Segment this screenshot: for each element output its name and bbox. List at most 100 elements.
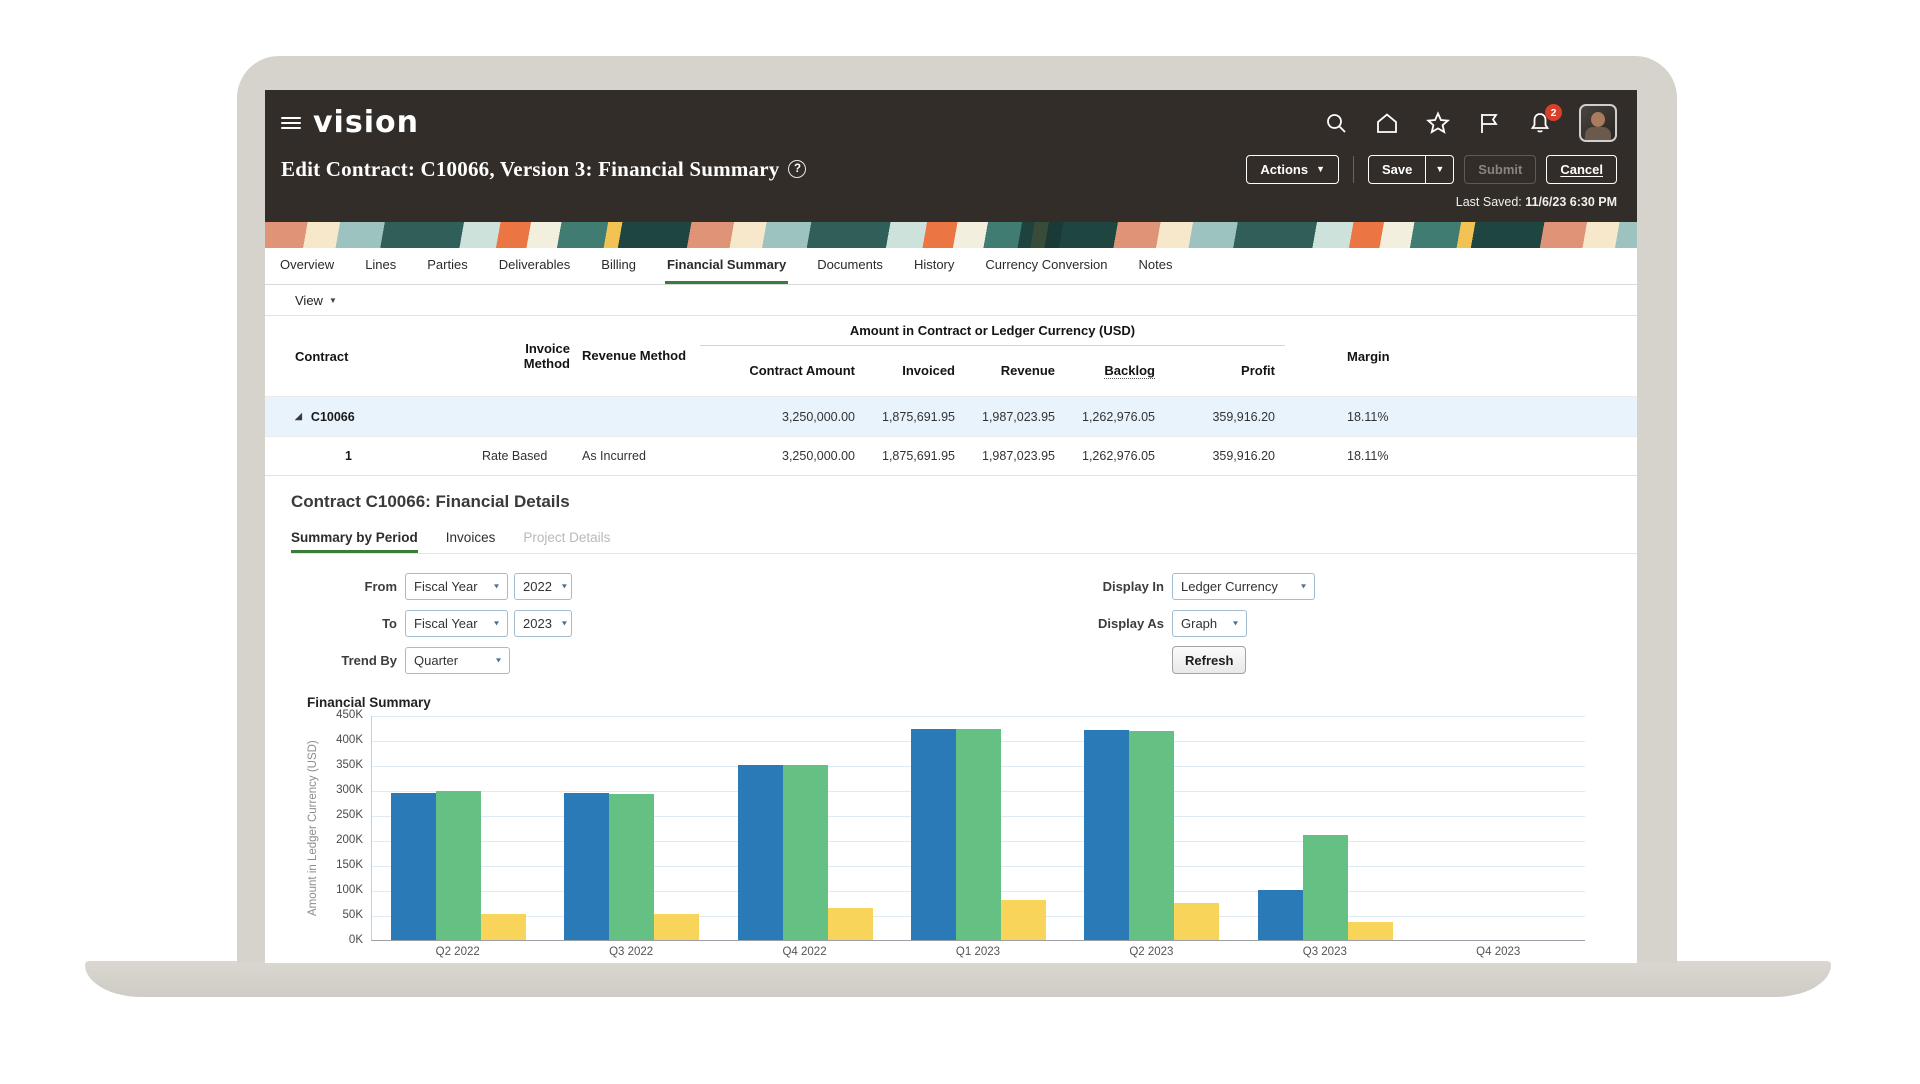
user-avatar[interactable]: [1579, 104, 1617, 142]
tab-notes[interactable]: Notes: [1138, 257, 1173, 272]
tab-overview[interactable]: Overview: [280, 257, 335, 272]
details-tab-project-details: Project Details: [523, 529, 611, 545]
save-split-button: Save ▼: [1368, 154, 1455, 184]
tab-currency-conversion[interactable]: Currency Conversion: [985, 257, 1108, 272]
favorites-star-icon[interactable]: [1426, 111, 1450, 135]
bar-group-q1-2023: [892, 716, 1065, 940]
from-label: From: [364, 578, 398, 594]
chevron-down-icon: ▾: [493, 581, 499, 591]
bar-green-q2-2022: [436, 791, 482, 940]
column-header-profit[interactable]: Profit: [1241, 362, 1275, 378]
column-header-margin[interactable]: Margin: [1347, 348, 1390, 364]
laptop-base: [85, 961, 1831, 997]
table-row[interactable]: 1 Rate Based As Incurred 3,250,000.00 1,875,…: [265, 436, 1637, 476]
table-row[interactable]: ◢ C10066 3,250,000.00 1,875,691.95 1,987,023…: [265, 396, 1637, 436]
display-in-select[interactable]: Ledger Currency ▾: [1172, 572, 1315, 600]
from-year-select[interactable]: 2022 ▾: [514, 572, 572, 600]
bar-group-q2-2022: [372, 716, 545, 940]
filter-form: From Fiscal Year ▾ 2022 ▾ To Fiscal Year ▾ …: [265, 572, 1637, 683]
chevron-down-icon: ▾: [1232, 618, 1238, 628]
cell-margin: 18.11%: [1347, 449, 1389, 463]
x-category-label: Q3 2023: [1302, 946, 1347, 958]
vision-logo: vision: [313, 105, 419, 140]
search-icon[interactable]: [1324, 111, 1348, 135]
chevron-down-icon: ▼: [328, 295, 337, 305]
cell-profit: 359,916.20: [1212, 409, 1275, 424]
bar-green-q2-2023: [1129, 731, 1175, 940]
home-icon[interactable]: [1375, 111, 1399, 135]
bar-green-q4-2022: [782, 765, 828, 940]
display-in-label: Display In: [1102, 578, 1164, 594]
to-period-select[interactable]: Fiscal Year ▾: [405, 609, 508, 637]
cell-contract-amount: 3,250,000.00: [782, 449, 855, 463]
bar-yellow-q2-2022: [481, 914, 527, 940]
chevron-down-icon: ▾: [495, 655, 501, 665]
bar-green-q3-2023: [1302, 835, 1348, 940]
x-axis-category-labels: Q2 2022 Q3 2022 Q4 2022 Q1 2023 Q2 2023 Q3 20…: [371, 946, 1585, 958]
column-header-invoiced[interactable]: Invoiced: [902, 362, 955, 378]
x-category-label: Q3 2022: [609, 946, 654, 958]
cell-backlog: 1,262,976.05: [1082, 449, 1155, 463]
page-title: Edit Contract: C10066, Version 3: Financ…: [281, 156, 780, 181]
chevron-down-icon: ▾: [493, 618, 499, 628]
bar-yellow-q2-2023: [1174, 903, 1220, 940]
tab-history[interactable]: History: [913, 257, 955, 272]
y-tick-label: 200K: [336, 834, 363, 846]
cell-revenue: 1,987,023.95: [982, 409, 1055, 424]
cell-profit: 359,916.20: [1212, 449, 1275, 463]
expand-collapse-icon[interactable]: ◢: [295, 411, 302, 421]
tab-documents[interactable]: Documents: [817, 257, 883, 272]
y-axis-tick-labels: 450K 400K 350K 300K 250K 200K 150K 100K 50K 0K: [325, 709, 371, 946]
notification-badge: 2: [1545, 104, 1562, 121]
laptop-screen-frame: vision 2: [237, 56, 1677, 963]
details-tab-invoices[interactable]: Invoices: [445, 529, 496, 545]
menu-hamburger-icon[interactable]: [281, 117, 301, 129]
actions-button[interactable]: Actions ▼: [1246, 154, 1339, 184]
flag-icon[interactable]: [1477, 111, 1501, 135]
bar-yellow-q1-2023: [1000, 900, 1046, 940]
bar-group-q4-2023: [1412, 716, 1585, 940]
tab-financial-summary[interactable]: Financial Summary: [664, 248, 789, 284]
save-dropdown-button[interactable]: ▼: [1425, 155, 1453, 183]
to-year-select[interactable]: 2023 ▾: [514, 609, 572, 637]
cell-invoiced: 1,875,691.95: [882, 409, 955, 424]
details-tab-bar: Summary by Period Invoices Project Details: [291, 524, 1637, 554]
bar-group-q3-2022: [545, 716, 718, 940]
column-header-revenue[interactable]: Revenue: [1000, 362, 1055, 378]
tab-lines[interactable]: Lines: [365, 257, 397, 272]
cell-invoice-method: Rate Based: [482, 449, 548, 463]
view-menu[interactable]: View: [295, 292, 323, 308]
y-tick-label: 0K: [348, 934, 363, 946]
save-button[interactable]: Save: [1369, 156, 1425, 183]
bar-blue-q2-2022: [391, 793, 437, 940]
help-icon[interactable]: ?: [788, 160, 807, 178]
column-header-revenue-method[interactable]: Revenue Method: [582, 347, 687, 363]
x-category-label: Q1 2023: [955, 946, 1001, 958]
summary-table-header: Contract Invoice Method Revenue Method A…: [265, 315, 1637, 396]
trend-by-select[interactable]: Quarter ▾: [405, 646, 510, 674]
tab-deliverables[interactable]: Deliverables: [498, 257, 571, 272]
bar-green-q3-2022: [609, 794, 655, 940]
refresh-button[interactable]: Refresh: [1172, 646, 1247, 674]
column-header-contract-amount[interactable]: Contract Amount: [749, 362, 855, 378]
bar-group-q3-2023: [1238, 716, 1411, 940]
chevron-down-icon: ▼: [1435, 164, 1445, 174]
from-period-select[interactable]: Fiscal Year ▾: [405, 572, 508, 600]
display-as-select[interactable]: Graph ▾: [1172, 609, 1247, 637]
chevron-down-icon: ▾: [561, 581, 567, 591]
tab-billing[interactable]: Billing: [601, 257, 636, 272]
column-header-contract[interactable]: Contract: [295, 348, 349, 364]
y-tick-label: 450K: [336, 709, 363, 721]
cancel-button[interactable]: Cancel: [1546, 154, 1617, 184]
column-header-backlog[interactable]: Backlog: [1104, 362, 1155, 379]
chevron-down-icon: ▼: [1316, 164, 1325, 174]
bar-blue-q3-2023: [1257, 890, 1303, 940]
bar-blue-q3-2022: [564, 793, 610, 940]
x-category-label: Q2 2023: [1129, 946, 1174, 958]
tab-parties[interactable]: Parties: [427, 257, 468, 272]
bar-blue-q4-2022: [737, 765, 783, 940]
details-tab-summary-by-period[interactable]: Summary by Period: [291, 524, 418, 553]
notifications-bell-icon[interactable]: 2: [1528, 104, 1562, 135]
main-tab-bar: Overview Lines Parties Deliverables Billing F…: [265, 248, 1637, 285]
column-header-invoice-method[interactable]: Invoice Method: [523, 341, 570, 371]
